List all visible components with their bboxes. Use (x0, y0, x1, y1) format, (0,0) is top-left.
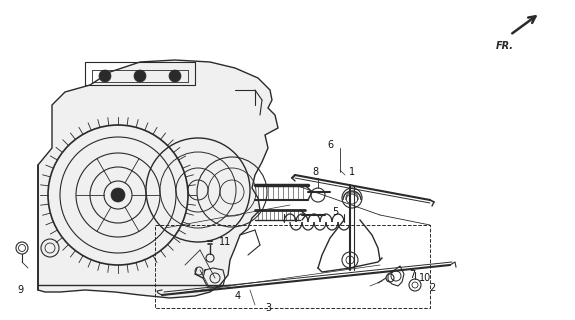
Text: 5: 5 (332, 207, 338, 217)
Text: 2: 2 (429, 283, 435, 293)
Circle shape (111, 188, 125, 202)
Text: 10: 10 (419, 273, 431, 283)
Text: 9: 9 (17, 285, 23, 295)
Text: 4: 4 (235, 291, 241, 301)
Polygon shape (38, 60, 278, 298)
Text: 6: 6 (327, 140, 333, 150)
Circle shape (99, 70, 111, 82)
Text: FR.: FR. (496, 41, 514, 51)
Text: 7: 7 (409, 270, 415, 280)
Circle shape (134, 70, 146, 82)
Text: 1: 1 (349, 167, 355, 177)
Text: 11: 11 (219, 237, 231, 247)
Text: 3: 3 (265, 303, 271, 313)
Circle shape (169, 70, 181, 82)
Text: 8: 8 (312, 167, 318, 177)
